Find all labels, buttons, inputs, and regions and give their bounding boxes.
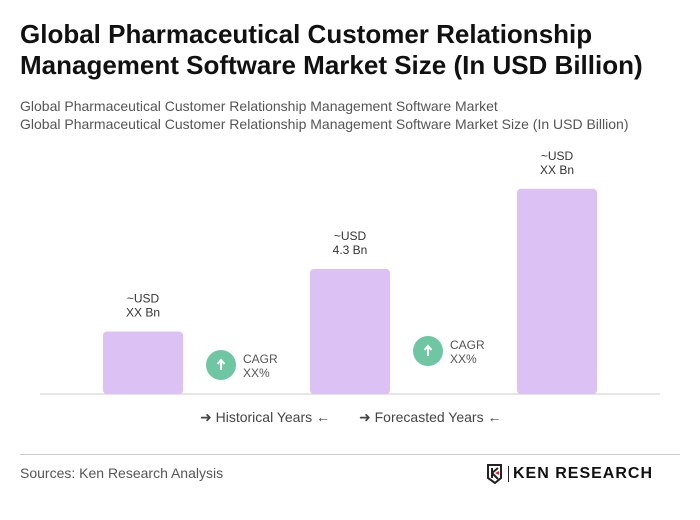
data-label: ~USD	[334, 229, 367, 243]
data-label: ~USD	[127, 292, 160, 306]
arrow-up-icon	[423, 344, 433, 356]
chart-subtitle-2: Global Pharmaceutical Customer Relations…	[20, 116, 629, 132]
data-label: 4.3 Bn	[333, 243, 368, 257]
ken-research-logo: KEN RESEARCH	[486, 464, 653, 484]
footer-divider	[20, 454, 680, 455]
legend-historical: ➜ Historical Years ←	[200, 409, 331, 425]
bar	[517, 188, 597, 394]
cagr-label: CAGR	[243, 352, 278, 366]
data-label: ~USD	[541, 149, 574, 163]
logo-text: KEN RESEARCH	[513, 465, 654, 482]
data-label: XX Bn	[126, 306, 160, 320]
bar	[103, 331, 183, 394]
legend-forecasted-label: Forecasted Years	[374, 409, 484, 425]
cagr-label: CAGR	[450, 338, 485, 352]
bar	[310, 269, 390, 394]
logo-icon	[487, 464, 502, 484]
legend-historical-label: Historical Years	[215, 409, 313, 425]
arrow-up-icon	[216, 358, 226, 370]
cagr-label: XX%	[243, 366, 270, 380]
cagr-label: XX%	[450, 352, 477, 366]
chart-subtitle: Global Pharmaceutical Customer Relations…	[20, 98, 498, 114]
chart-title: Global Pharmaceutical Customer Relations…	[20, 19, 643, 80]
legend-forecasted: ➜ Forecasted Years ←	[359, 409, 502, 425]
data-label: XX Bn	[540, 163, 574, 177]
source-text: Sources: Ken Research Analysis	[20, 465, 224, 481]
